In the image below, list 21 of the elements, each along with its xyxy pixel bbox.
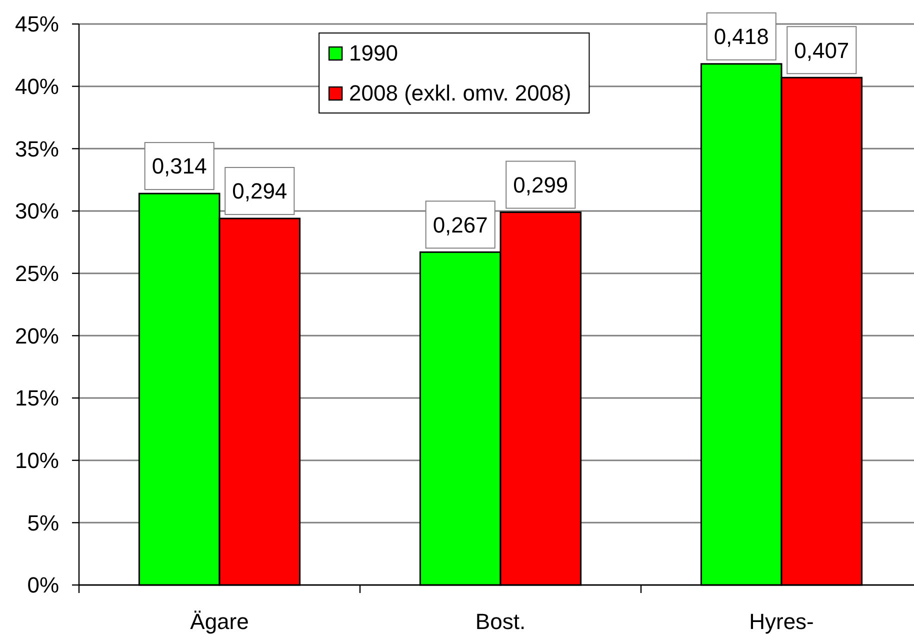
data-label: 0,314 (152, 154, 207, 179)
data-label: 0,267 (432, 212, 488, 238)
y-tick-label: 30% (14, 198, 59, 224)
y-tick-label: 20% (14, 323, 59, 348)
legend-label: 1990 (349, 40, 398, 66)
data-label: 0,294 (232, 178, 288, 204)
y-tick-label: 0% (27, 572, 59, 598)
y-tick-label: 25% (14, 261, 59, 286)
y-tick-label: 15% (14, 386, 59, 411)
legend-label: 2008 (exkl. omv. 2008) (349, 80, 572, 106)
data-label: 0,299 (513, 172, 568, 198)
y-tick-label: 5% (27, 510, 59, 536)
x-tick-label: Ägare (190, 609, 249, 634)
data-label: 0,418 (714, 24, 769, 50)
data-label: 0,407 (794, 38, 850, 63)
y-tick-label: 45% (14, 12, 59, 37)
x-tick-label: Bost. (475, 609, 526, 634)
y-tick-label: 35% (14, 136, 59, 162)
y-tick-label: 10% (14, 448, 59, 474)
y-tick-label: 40% (14, 74, 59, 100)
x-tick-label: Hyres- (749, 609, 814, 634)
